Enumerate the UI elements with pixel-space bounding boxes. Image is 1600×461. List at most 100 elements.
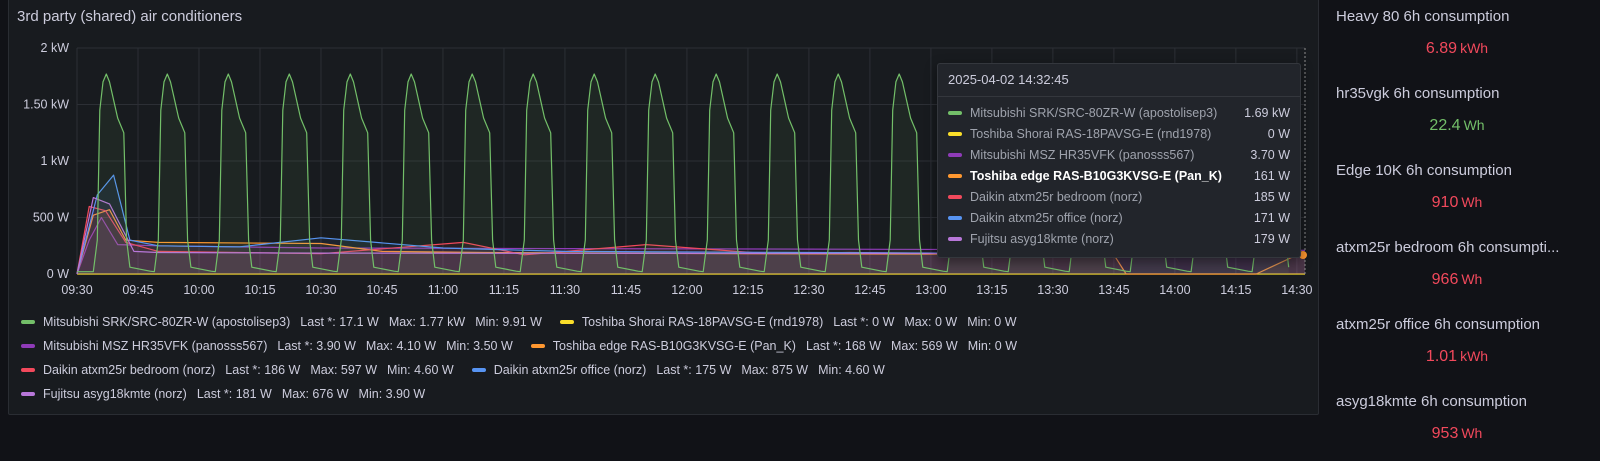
legend-swatch	[530, 344, 545, 348]
legend-item[interactable]: Daikin atxm25r bedroom (norz) Last *: 186…	[21, 363, 454, 377]
x-tick-label: 13:00	[915, 283, 946, 297]
tooltip-series-name: Toshiba edge RAS-B10G3KVSG-E (Pan_K)	[970, 168, 1222, 183]
y-tick-label: 1 kW	[41, 154, 70, 168]
x-tick-label: 14:15	[1220, 283, 1251, 297]
tooltip-value: 179 W	[1253, 231, 1290, 246]
y-tick-label: 2 kW	[41, 41, 70, 55]
tooltip-series-name: Toshiba Shorai RAS-18PAVSG-E (rnd1978)	[970, 126, 1212, 141]
stat-number: 6.89	[1425, 40, 1458, 57]
legend-swatch	[559, 320, 574, 324]
tooltip-series-name: Mitsubishi SRK/SRC-80ZR-W (apostolisep3)	[970, 105, 1218, 120]
stat-value: 22.4 Wh	[1322, 117, 1592, 135]
legend-item[interactable]: Mitsubishi MSZ HR35VFK (panosss567) Last …	[21, 339, 513, 353]
x-tick-label: 10:30	[305, 283, 336, 297]
x-tick-label: 14:00	[1159, 283, 1190, 297]
series-line	[76, 209, 1305, 275]
x-tick-label: 13:45	[1098, 283, 1129, 297]
stat-panel[interactable]: Edge 10K 6h consumption 910 Wh	[1322, 154, 1592, 230]
x-tick-label: 13:30	[1037, 283, 1068, 297]
tooltip-swatch	[948, 152, 962, 157]
legend-last-stat: Last *: 181 W	[196, 387, 272, 401]
y-tick-label: 500 W	[33, 211, 69, 225]
tooltip-row: Daikin atxm25r bedroom (norz) 185 W	[938, 186, 1300, 207]
stat-panel[interactable]: hr35vgk 6h consumption 22.4 Wh	[1322, 77, 1592, 153]
tooltip-row: Toshiba edge RAS-B10G3KVSG-E (Pan_K) 161 …	[938, 165, 1300, 186]
tooltip-swatch	[948, 131, 962, 136]
tooltip-series-name: Daikin atxm25r bedroom (norz)	[970, 189, 1143, 204]
stat-panel[interactable]: Heavy 80 6h consumption 6.89 kWh	[1322, 0, 1592, 76]
legend-max-stat: Max: 597 W	[310, 363, 378, 377]
y-tick-label: 1.50 kW	[23, 98, 69, 112]
y-tick-label: 0 W	[47, 267, 69, 281]
legend-series-name: Daikin atxm25r office (norz)	[493, 363, 647, 377]
stat-panel[interactable]: atxm25r office 6h consumption 1.01 kWh	[1322, 308, 1592, 384]
legend-item[interactable]: Toshiba edge RAS-B10G3KVSG-E (Pan_K) Last…	[530, 339, 1017, 353]
legend-max-stat: Max: 676 W	[281, 387, 349, 401]
legend-item[interactable]: Mitsubishi SRK/SRC-80ZR-W (apostolisep3)…	[21, 315, 542, 329]
tooltip-swatch	[948, 110, 962, 115]
legend-min-stat: Min: 0 W	[967, 315, 1017, 329]
stat-title: atxm25r bedroom 6h consumpti...	[1336, 239, 1560, 256]
tooltip-value: 3.70 W	[1250, 147, 1290, 162]
stat-unit: Wh	[1461, 425, 1483, 441]
tooltip-value: 185 W	[1253, 189, 1290, 204]
hover-point	[1299, 251, 1307, 260]
stat-title: asyg18kmte 6h consumption	[1336, 393, 1527, 410]
legend-last-stat: Last *: 186 W	[225, 363, 301, 377]
x-tick-label: 12:30	[793, 283, 824, 297]
tooltip-value: 0 W	[1267, 126, 1290, 141]
legend-series-name: Daikin atxm25r bedroom (norz)	[43, 363, 216, 377]
tooltip-series-name: Fujitsu asyg18kmte (norz)	[970, 231, 1114, 246]
legend-item[interactable]: Fujitsu asyg18kmte (norz) Last *: 181 W Ma…	[21, 387, 425, 401]
stat-title: hr35vgk 6h consumption	[1336, 85, 1500, 102]
legend-min-stat: Min: 9.91 W	[475, 315, 542, 329]
timeseries-panel: 3rd party (shared) air conditioners 2 kW…	[8, 0, 1319, 415]
x-tick-label: 11:00	[428, 283, 458, 297]
stat-number: 953	[1431, 425, 1459, 442]
tooltip-row: Toshiba Shorai RAS-18PAVSG-E (rnd1978) 0 …	[938, 123, 1300, 144]
legend-item[interactable]: Daikin atxm25r office (norz) Last *: 175 …	[471, 363, 885, 377]
stat-unit: kWh	[1460, 40, 1489, 56]
legend-min-stat: Min: 4.60 W	[387, 363, 454, 377]
x-tick-label: 12:00	[671, 283, 702, 297]
x-tick-label: 12:15	[732, 283, 763, 297]
legend-swatch	[21, 344, 35, 348]
legend-min-stat: Min: 3.50 W	[446, 339, 513, 353]
legend-swatch	[21, 368, 35, 372]
x-tick-label: 09:30	[61, 283, 92, 297]
legend-last-stat: Last *: 168 W	[805, 339, 881, 353]
stat-panels-column: Heavy 80 6h consumption 6.89 kWh hr35vgk 6h…	[1322, 0, 1600, 455]
legend-series-name: Fujitsu asyg18kmte (norz)	[43, 387, 187, 401]
stat-panel[interactable]: atxm25r bedroom 6h consumpti... 966 Wh	[1322, 231, 1592, 307]
x-tick-label: 11:30	[550, 283, 580, 297]
stat-value: 953 Wh	[1322, 425, 1592, 443]
legend-series-name: Toshiba Shorai RAS-18PAVSG-E (rnd1978)	[581, 315, 824, 329]
series-area	[77, 175, 1305, 274]
tooltip-row: Mitsubishi SRK/SRC-80ZR-W (apostolisep3)…	[938, 102, 1300, 123]
tooltip-value: 171 W	[1253, 210, 1290, 225]
legend-swatch	[21, 392, 35, 396]
stat-unit: Wh	[1461, 194, 1483, 210]
stat-panel[interactable]: asyg18kmte 6h consumption 953 Wh	[1322, 385, 1592, 461]
tooltip-swatch	[948, 173, 962, 178]
stat-number: 1.01	[1425, 348, 1458, 365]
tooltip-timestamp: 2025-04-02 14:32:45	[938, 64, 1300, 97]
legend-min-stat: Min: 0 W	[967, 339, 1017, 353]
legend-max-stat: Max: 1.77 kW	[388, 315, 466, 329]
stat-title: atxm25r office 6h consumption	[1336, 316, 1541, 333]
tooltip-row: Daikin atxm25r office (norz) 171 W	[938, 207, 1300, 228]
stat-value: 6.89 kWh	[1322, 40, 1592, 58]
legend-row: Daikin atxm25r bedroom (norz) Last *: 186…	[21, 358, 1311, 382]
legend-max-stat: Max: 0 W	[904, 315, 958, 329]
chart-legend: Mitsubishi SRK/SRC-80ZR-W (apostolisep3)…	[21, 310, 1311, 406]
series-line	[76, 197, 1305, 275]
legend-last-stat: Last *: 175 W	[656, 363, 732, 377]
legend-item[interactable]: Toshiba Shorai RAS-18PAVSG-E (rnd1978) La…	[559, 315, 1017, 329]
stat-number: 966	[1431, 271, 1459, 288]
legend-series-name: Toshiba edge RAS-B10G3KVSG-E (Pan_K)	[552, 339, 796, 353]
legend-min-stat: Min: 4.60 W	[818, 363, 885, 377]
stat-value: 910 Wh	[1322, 194, 1592, 212]
legend-series-name: Mitsubishi MSZ HR35VFK (panosss567)	[43, 339, 268, 353]
series-area	[77, 217, 1305, 274]
stat-number: 22.4	[1429, 117, 1461, 134]
